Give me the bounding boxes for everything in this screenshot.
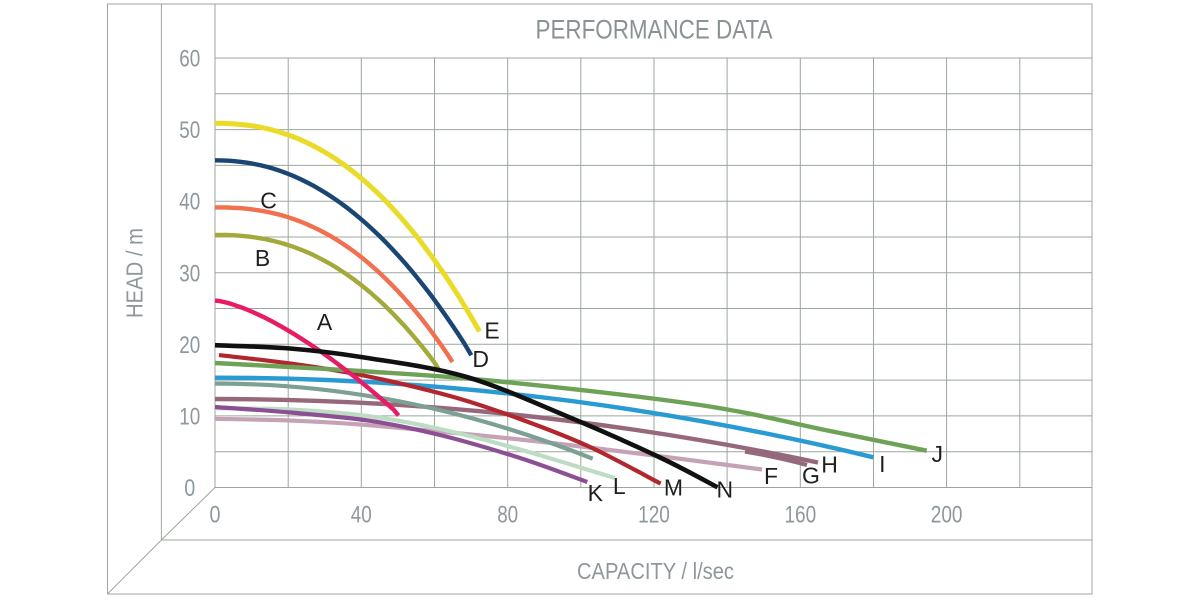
svg-text:K: K [588,480,604,506]
svg-text:G: G [802,463,820,489]
svg-text:E: E [484,318,499,344]
svg-text:40: 40 [351,502,372,529]
svg-text:120: 120 [638,502,670,529]
svg-text:A: A [317,309,333,335]
svg-text:F: F [764,463,778,489]
svg-text:160: 160 [784,502,816,529]
svg-text:L: L [613,473,626,499]
svg-text:0: 0 [184,475,195,502]
svg-text:N: N [716,477,733,503]
svg-text:20: 20 [179,332,200,359]
svg-text:C: C [260,188,277,214]
svg-text:80: 80 [497,502,518,529]
svg-text:200: 200 [931,502,963,529]
svg-text:H: H [821,452,838,478]
svg-text:50: 50 [179,117,200,144]
svg-text:40: 40 [179,189,200,216]
svg-text:B: B [255,245,270,271]
svg-text:30: 30 [179,260,200,287]
svg-text:10: 10 [179,403,200,430]
svg-text:M: M [664,475,683,501]
svg-text:HEAD / m: HEAD / m [122,228,148,318]
svg-text:0: 0 [210,502,221,529]
svg-text:60: 60 [179,46,200,73]
svg-text:CAPACITY / l/sec: CAPACITY / l/sec [577,558,734,584]
svg-text:PERFORMANCE DATA: PERFORMANCE DATA [536,15,773,45]
svg-text:I: I [879,451,885,477]
svg-text:D: D [472,346,489,372]
svg-text:J: J [932,441,944,467]
